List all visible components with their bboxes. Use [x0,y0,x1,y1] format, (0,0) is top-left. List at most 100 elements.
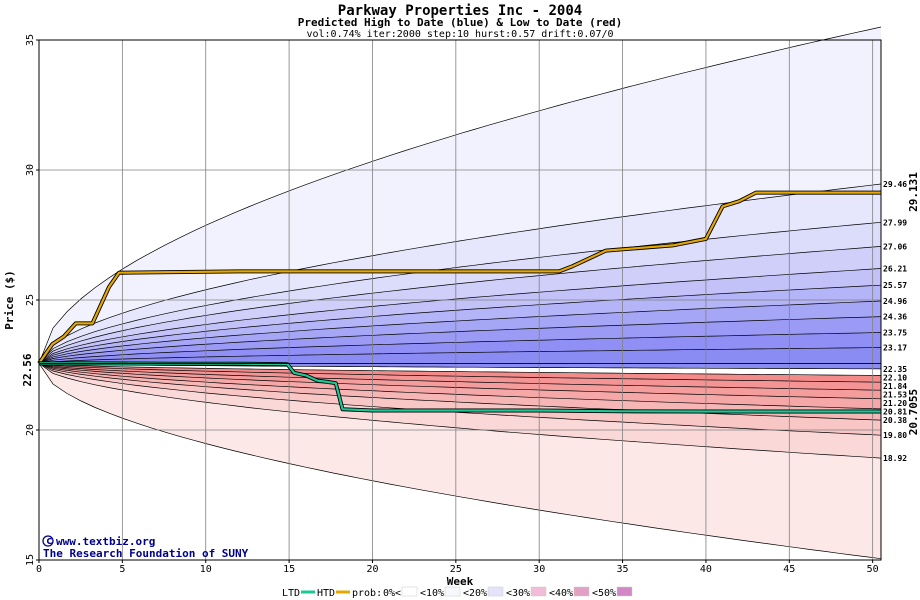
probability-bands [38,26,882,560]
low-band-5 [39,363,881,421]
legend-prob-item-3: <30% [506,588,530,599]
x-tick-label-20: 20 [366,564,378,575]
legend-prob-label: prob: [352,588,382,599]
low-band-8 [39,363,881,559]
credit-org: The Research Foundation of SUNY [43,547,249,560]
high-band-3 [39,316,881,364]
legend-prob-item-2: <20% [463,588,487,599]
legend-prob-swatch-2 [487,586,504,597]
high-band-7 [39,246,881,364]
y-tick-label-30: 30 [25,164,36,176]
legend-prob-swatch-1 [444,586,461,597]
high-band-boundary-5 [38,284,882,364]
high-band-8 [39,222,881,364]
y-tick-label-15: 15 [25,554,36,566]
high-band-5 [39,285,881,364]
htd-line [38,191,881,365]
band-end-label-1: 27.99 [883,218,907,227]
high-band-boundary-2 [38,332,882,364]
low-band-3 [39,363,881,399]
legend-htd-label: HTD [317,588,335,599]
low-band-boundary-2 [38,363,882,391]
high-band-6 [39,268,881,364]
y-axis-label: Price ($) [3,270,16,330]
legend-ltd-label: LTD [282,588,300,599]
legend: LTD HTD prob: 0%< <10% <20% <30% <40% <50% [282,586,633,599]
x-tick-label-10: 10 [200,564,212,575]
band-end-label-7: 23.75 [883,329,907,338]
chart-params: vol:0.74% iter:2000 step:10 hurst:0.57 d… [306,29,613,40]
high-band-boundary-3 [38,316,882,364]
low-band-boundary-7 [38,363,882,459]
high-band-boundary-10 [38,26,882,364]
htd-end-label: 29.131 [907,172,920,212]
chart-title: Parkway Properties Inc - 2004 [338,3,582,19]
x-tick-label-5: 5 [119,564,125,575]
x-tick-label-30: 30 [533,564,545,575]
low-band-4 [39,363,881,409]
band-end-label-13: 21.20 [883,399,907,408]
copyright-glyph: c [46,534,53,547]
band-end-label-11: 21.84 [883,382,907,391]
legend-prob-swatch-5 [616,586,633,597]
band-end-label-5: 24.96 [883,297,907,306]
low-band-boundary-1 [38,363,882,383]
series-lines [37,190,881,414]
low-band-2 [39,363,881,391]
x-tick-label-0: 0 [36,564,42,575]
high-band-boundary-4 [38,300,882,364]
x-tick-label-35: 35 [617,564,629,575]
low-band-boundary-0 [38,363,882,376]
high-band-boundary-8 [38,221,882,364]
band-end-label-17: 18.92 [883,454,907,463]
right-band-labels: 29.46 27.99 27.06 26.21 25.57 24.96 24.36 23.75… [883,180,907,463]
low-band-boundary-5 [38,363,882,421]
band-end-label-6: 24.36 [883,313,907,322]
copyright-icon [42,535,54,547]
legend-prob-item-0: 0%< [383,588,401,599]
x-tick-label-40: 40 [700,564,712,575]
ltd-end-label: 20.7055 [907,389,920,435]
low-band-7 [39,363,881,459]
x-tick-label-25: 25 [450,564,462,575]
y-tick-label-35: 35 [25,34,36,46]
band-end-label-10: 22.10 [883,373,907,382]
band-end-label-4: 25.57 [883,281,907,290]
x-axis-label: Week [447,575,474,588]
high-band-9 [39,184,881,364]
band-end-label-14: 20.81 [883,407,907,416]
x-axis-ticks: 0 5 10 15 20 25 30 35 40 45 50 [36,560,879,575]
legend-prob-swatch-4 [573,586,590,597]
legend-prob-item-1: <10% [420,588,444,599]
start-price-label: 22.56 [21,353,34,386]
band-end-label-8: 23.17 [883,344,907,353]
band-end-label-0: 29.46 [883,180,907,189]
y-tick-label-20: 20 [25,424,36,436]
credits: c www.textbiz.org The Research Foundatio… [42,534,249,560]
high-band-boundary-6 [38,268,882,364]
low-band-boundary-4 [38,363,882,410]
high-band-boundary-1 [38,347,882,364]
band-end-label-9: 22.35 [883,365,907,374]
x-tick-label-15: 15 [283,564,295,575]
band-end-label-3: 26.21 [883,265,907,274]
low-band-boundary-3 [38,363,882,400]
low-band-6 [39,363,881,436]
high-band-4 [39,301,881,364]
x-tick-label-45: 45 [783,564,795,575]
x-tick-label-50: 50 [867,564,879,575]
band-end-label-16: 19.80 [883,431,907,440]
legend-prob-swatch-3 [530,586,547,597]
legend-prob-swatch-0 [401,586,418,597]
low-band-boundary-8 [38,363,882,560]
band-end-label-2: 27.06 [883,242,907,251]
y-axis-ticks: 15 20 25 30 35 [25,34,39,566]
high-band-boundary-7 [38,246,882,364]
high-band-10 [39,27,881,364]
low-band-1 [39,363,881,383]
chart-subtitle: Predicted High to Date (blue) & Low to D… [298,16,623,29]
band-end-label-15: 20.38 [883,416,907,425]
legend-prob-item-4: <40% [549,588,573,599]
credit-site: www.textbiz.org [56,535,155,548]
